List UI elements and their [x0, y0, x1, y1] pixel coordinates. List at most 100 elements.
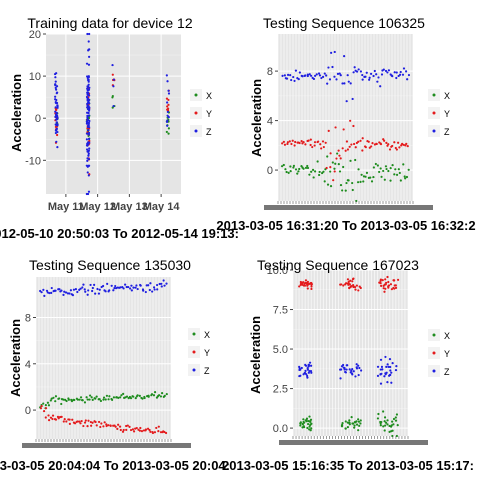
data-point-z	[293, 79, 296, 83]
data-point-z	[87, 141, 90, 144]
legend-marker-x	[194, 93, 198, 97]
legend-label-y: Y	[206, 109, 212, 119]
data-point-z	[166, 114, 169, 117]
data-point-x	[383, 178, 386, 181]
data-point-x	[392, 423, 395, 426]
data-point-z	[76, 290, 79, 294]
data-point-z	[312, 77, 316, 81]
data-point-y	[166, 105, 169, 108]
data-point-y	[395, 148, 398, 151]
data-point-y	[368, 146, 371, 149]
data-point-y	[63, 418, 66, 421]
data-point-y	[99, 425, 102, 429]
data-point-y	[352, 124, 355, 128]
data-point-x	[159, 395, 163, 398]
plot-background	[36, 277, 171, 439]
data-point-z	[86, 114, 89, 117]
data-point-z	[86, 78, 90, 82]
data-point-x	[108, 395, 111, 398]
data-point-y	[119, 428, 122, 432]
data-point-y	[383, 283, 386, 286]
data-point-z	[102, 284, 105, 288]
data-point-x	[90, 396, 93, 399]
plot-background	[278, 34, 413, 201]
data-point-y	[166, 108, 169, 111]
data-point-y	[313, 141, 317, 144]
data-point-y	[380, 284, 383, 287]
data-point-z	[354, 375, 357, 378]
data-point-z	[60, 289, 63, 292]
data-point-z	[87, 122, 90, 125]
data-point-x	[316, 160, 319, 163]
data-point-z	[85, 62, 89, 65]
data-point-z	[56, 104, 59, 107]
data-point-z	[368, 76, 371, 79]
data-point-x	[329, 184, 333, 188]
y-tick-label: 0	[267, 165, 273, 177]
y-axis-label: Acceleration	[8, 319, 23, 397]
data-point-z	[98, 288, 101, 291]
data-point-z	[281, 74, 284, 77]
data-point-y	[393, 284, 396, 287]
data-point-x	[370, 180, 374, 183]
data-point-x	[345, 181, 348, 185]
data-point-z	[132, 286, 135, 289]
data-point-y	[379, 143, 383, 146]
data-point-x	[102, 398, 105, 401]
data-point-z	[388, 373, 392, 377]
data-point-z	[83, 288, 86, 291]
data-point-z	[394, 368, 398, 372]
data-point-z	[380, 73, 384, 76]
data-point-x	[377, 412, 380, 416]
data-point-x	[391, 420, 394, 423]
data-point-z	[315, 73, 318, 76]
data-point-x	[152, 394, 156, 397]
legend-marker-x	[432, 93, 436, 97]
data-point-z	[380, 372, 383, 375]
legend-label-x: X	[444, 331, 450, 341]
data-point-z	[55, 98, 58, 102]
data-point-z	[306, 73, 309, 76]
data-point-x	[394, 168, 397, 171]
data-point-z	[404, 70, 408, 73]
data-point-z	[376, 80, 379, 83]
data-point-y	[80, 419, 83, 423]
data-point-y	[121, 430, 125, 433]
data-point-z	[338, 72, 341, 75]
data-point-z	[386, 71, 389, 74]
data-point-x	[357, 168, 360, 171]
data-point-z	[383, 375, 386, 378]
data-point-z	[110, 284, 113, 287]
data-point-y	[361, 137, 364, 140]
data-point-z	[147, 284, 150, 287]
data-point-x	[341, 422, 344, 425]
legend-marker-x	[192, 332, 196, 336]
data-point-z	[298, 71, 301, 74]
data-point-z	[130, 284, 133, 287]
data-point-x	[372, 175, 375, 179]
data-point-y	[389, 283, 393, 286]
data-point-z	[108, 289, 111, 292]
data-point-z	[56, 146, 59, 149]
data-point-y	[338, 154, 341, 157]
data-point-x	[351, 188, 354, 192]
y-tick-label: 0.0	[273, 423, 288, 435]
data-point-y	[57, 417, 60, 420]
data-point-x	[306, 166, 310, 170]
data-point-y	[151, 431, 155, 435]
data-point-z	[54, 86, 57, 90]
y-tick-label: 10.0	[267, 265, 288, 277]
data-point-z	[298, 367, 301, 370]
data-point-z	[347, 80, 350, 83]
data-point-y	[313, 144, 316, 147]
legend: XYZ	[190, 89, 212, 137]
x-axis-ticks	[279, 436, 428, 445]
x-tick-label-strip	[264, 205, 433, 210]
data-point-x	[344, 189, 347, 192]
data-point-x	[348, 423, 351, 426]
data-point-z	[87, 129, 90, 132]
data-point-z	[144, 290, 147, 294]
data-point-y	[405, 142, 408, 145]
data-point-z	[306, 374, 309, 378]
x-axis-label: 2013-03-05 20:04:04 To 2013-03-05 20:04:	[0, 458, 230, 473]
